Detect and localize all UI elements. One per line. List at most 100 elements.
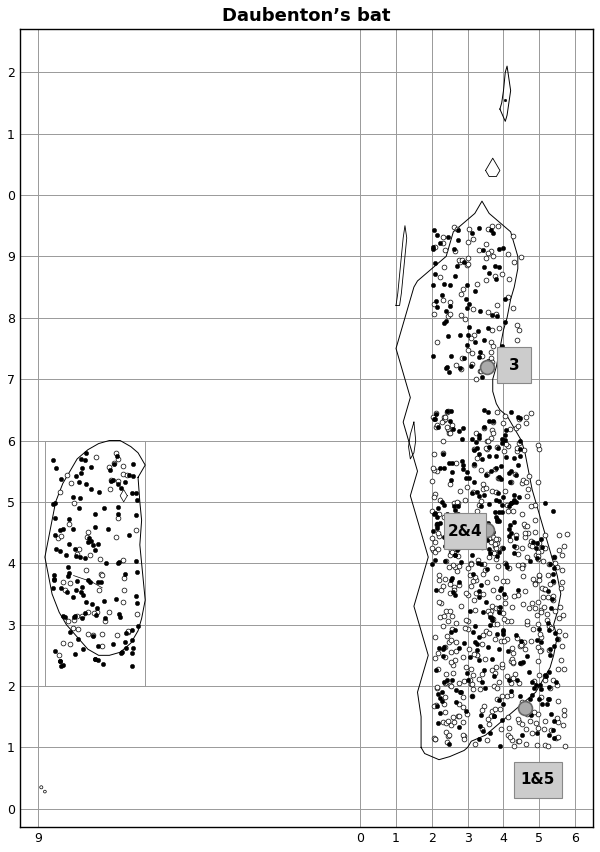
Point [478, 724, 488, 738]
Point [428, 410, 437, 423]
Point [559, 704, 569, 717]
Point [128, 469, 138, 483]
Point [447, 465, 457, 479]
FancyBboxPatch shape [497, 348, 531, 383]
Point [517, 541, 527, 555]
Point [101, 556, 111, 569]
Point [486, 336, 496, 349]
Point [463, 465, 472, 479]
Point [485, 607, 494, 621]
Point [512, 354, 521, 368]
Point [506, 497, 516, 510]
Point [440, 676, 449, 690]
Point [457, 525, 466, 538]
Point [533, 552, 543, 566]
Point [488, 414, 497, 428]
Point [464, 519, 474, 532]
Point [523, 489, 532, 503]
Point [461, 493, 470, 507]
Point [464, 297, 474, 311]
Point [505, 423, 515, 436]
Point [435, 691, 445, 705]
Point [55, 544, 65, 558]
Point [488, 583, 497, 596]
Point [437, 685, 447, 699]
Point [560, 740, 570, 753]
Point [91, 451, 100, 464]
Point [428, 531, 437, 544]
Point [559, 662, 569, 676]
Point [72, 574, 82, 588]
Point [449, 583, 459, 596]
Point [440, 650, 449, 664]
Point [72, 548, 82, 561]
Point [472, 648, 482, 661]
Point [557, 639, 567, 653]
Point [524, 701, 533, 715]
Point [430, 412, 439, 426]
Point [467, 347, 477, 360]
Point [509, 451, 519, 464]
Point [94, 485, 104, 498]
Point [117, 645, 127, 659]
Point [493, 692, 502, 705]
Point [475, 431, 484, 445]
Point [551, 732, 560, 746]
Point [467, 358, 476, 371]
Point [481, 595, 491, 608]
Point [487, 219, 496, 233]
Point [73, 632, 83, 646]
Point [495, 605, 505, 619]
Point [496, 458, 506, 472]
Point [482, 467, 492, 481]
Point [83, 573, 93, 587]
Point [542, 698, 551, 711]
Point [489, 618, 499, 631]
Point [50, 511, 60, 525]
Point [498, 490, 508, 504]
Point [433, 647, 443, 660]
Point [461, 705, 470, 718]
Point [472, 504, 482, 517]
Point [482, 251, 491, 265]
Point [533, 545, 543, 559]
Point [112, 449, 122, 463]
Point [113, 500, 123, 514]
Point [506, 497, 516, 510]
Point [505, 475, 515, 489]
Point [475, 350, 484, 364]
Point [475, 682, 485, 696]
Point [450, 653, 460, 666]
Point [434, 508, 443, 521]
Point [494, 514, 503, 527]
Point [460, 313, 469, 326]
Point [453, 542, 463, 556]
Point [438, 434, 448, 447]
Point [451, 682, 460, 696]
Point [464, 471, 473, 485]
Point [474, 672, 484, 686]
Point [455, 485, 464, 498]
Point [68, 522, 77, 536]
Point [440, 690, 450, 704]
Point [430, 507, 439, 521]
Point [50, 528, 60, 542]
Point [548, 575, 558, 589]
Point [487, 704, 496, 717]
Point [494, 505, 503, 519]
Point [113, 556, 122, 569]
Point [453, 529, 463, 543]
Point [505, 522, 514, 536]
Point [509, 739, 519, 752]
Point [479, 488, 488, 502]
Point [525, 538, 535, 552]
Point [522, 707, 532, 721]
Point [433, 662, 443, 676]
Point [483, 435, 493, 448]
Point [439, 676, 448, 689]
Point [431, 256, 440, 270]
Point [491, 539, 500, 553]
Point [503, 574, 512, 588]
Point [470, 593, 479, 607]
Point [502, 437, 511, 451]
